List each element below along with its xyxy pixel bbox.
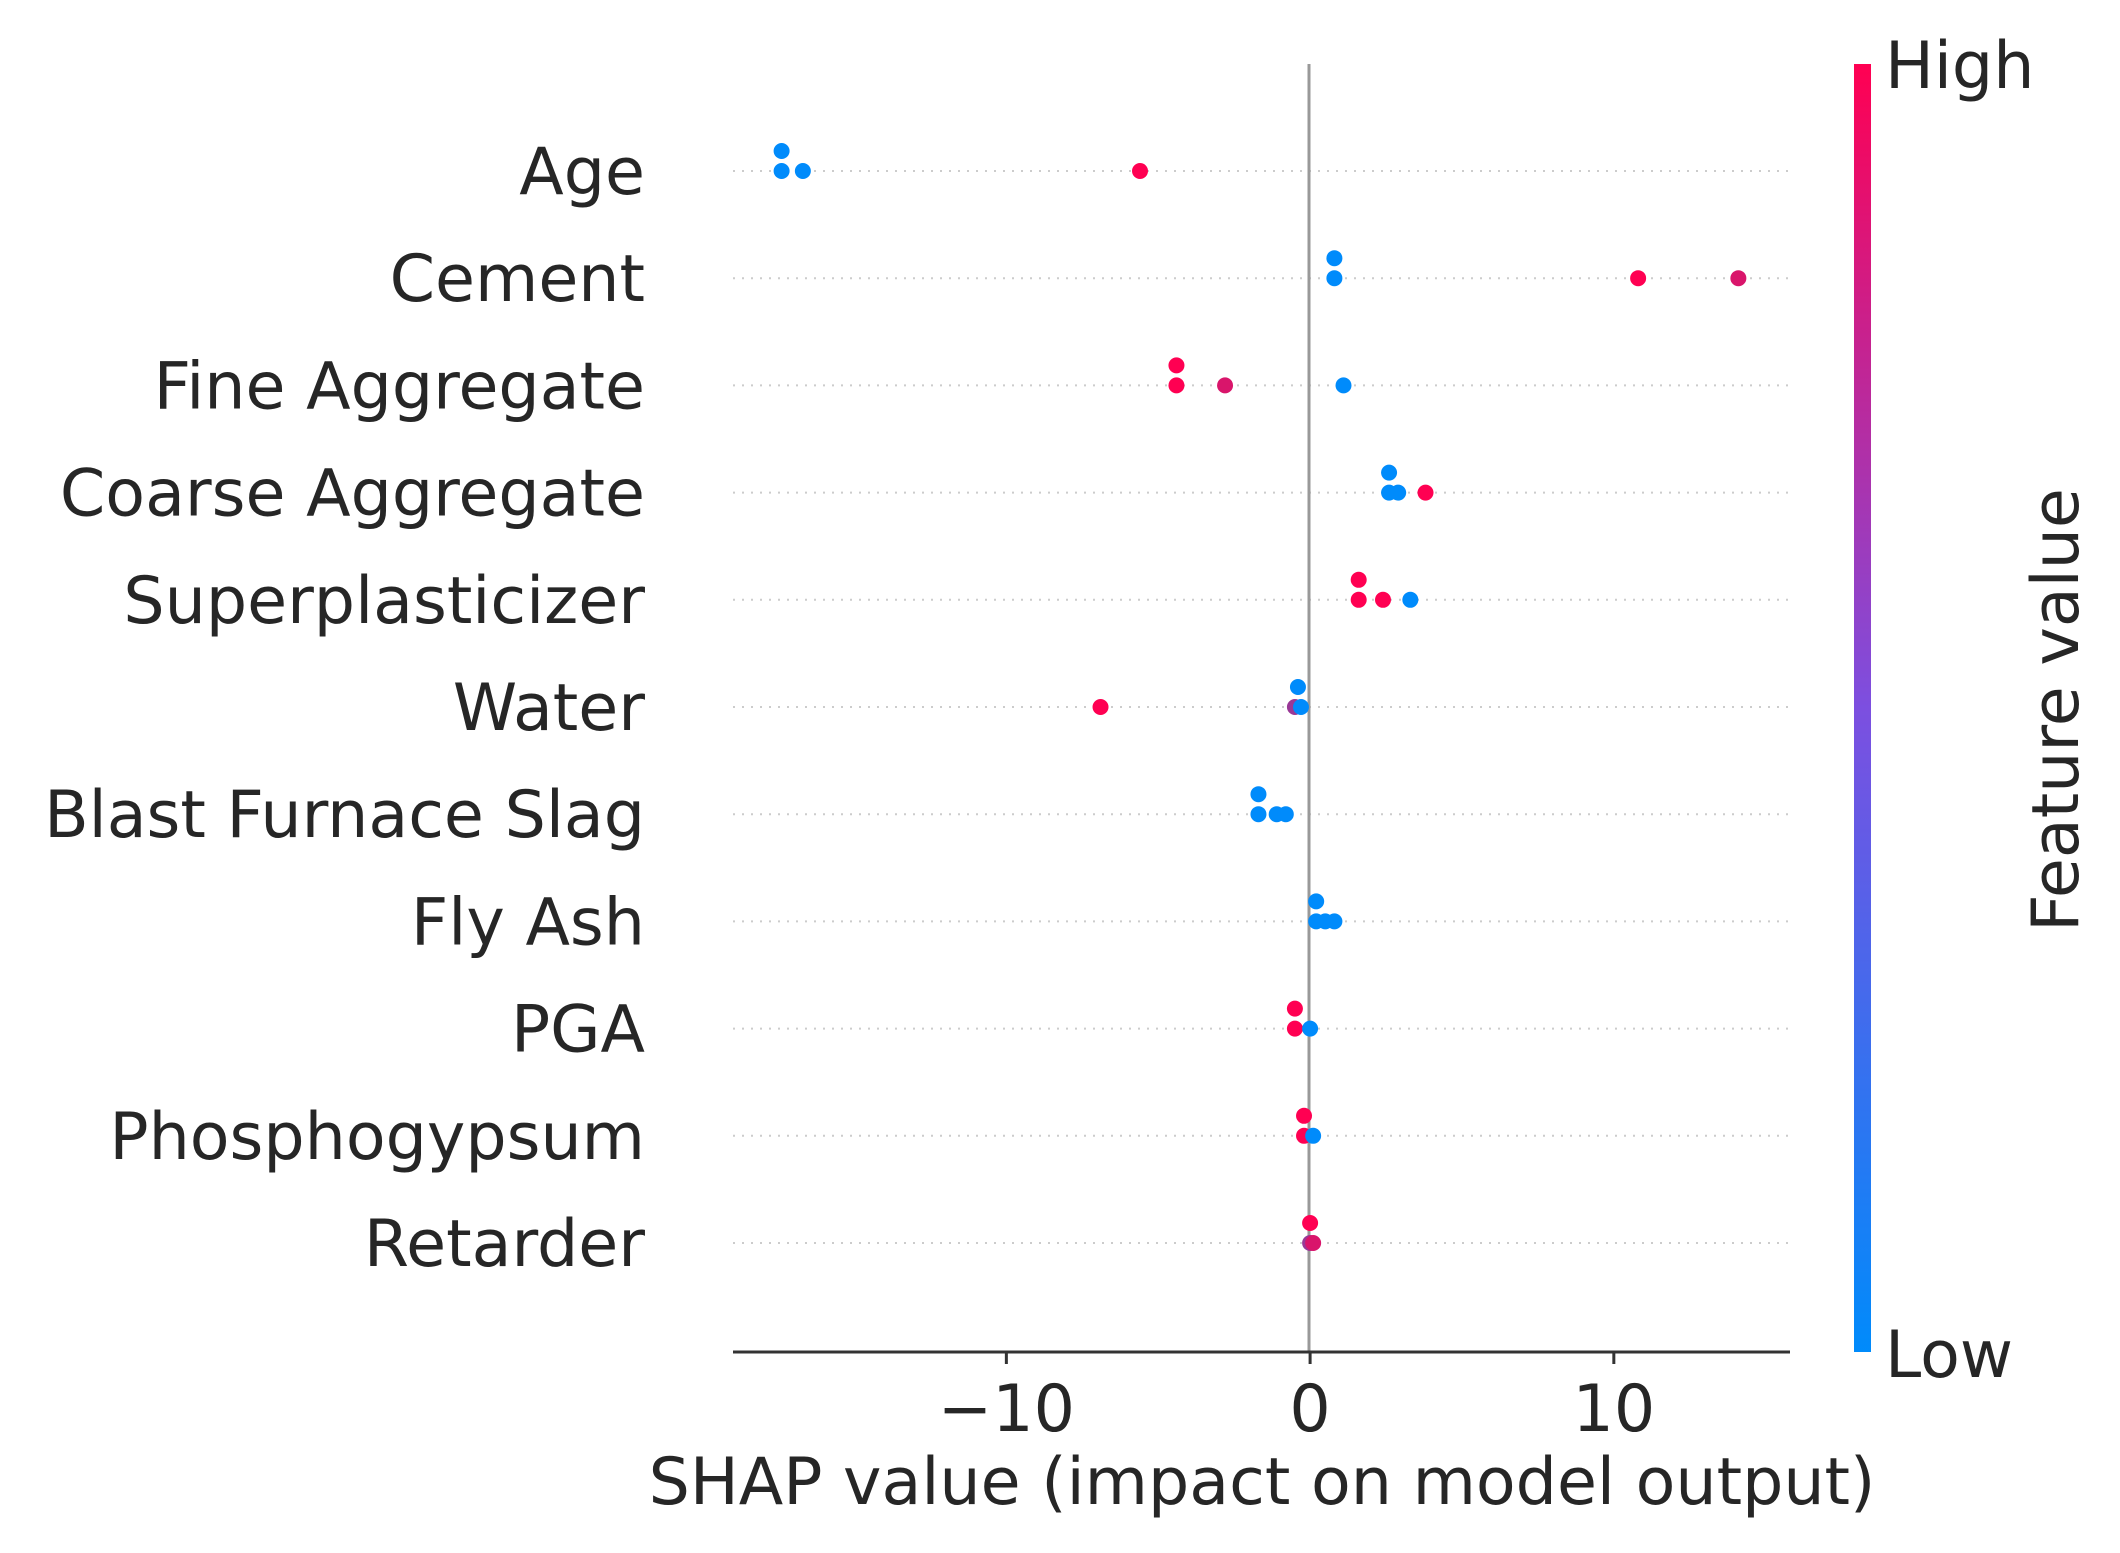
shap-point-phosphogypsum-3 bbox=[1305, 1127, 1322, 1144]
shap-point-blast-furnace-slag-1 bbox=[1250, 786, 1267, 803]
feature-label-superplasticizer: Superplasticizer bbox=[123, 564, 645, 639]
feature-label-coarse-aggregate: Coarse Aggregate bbox=[60, 457, 645, 532]
shap-point-cement-1 bbox=[1326, 250, 1343, 267]
colorbar bbox=[1854, 64, 1871, 1352]
feature-label-retarder: Retarder bbox=[364, 1207, 645, 1282]
shap-point-age-3 bbox=[794, 163, 811, 179]
shap-point-blast-furnace-slag-4 bbox=[1277, 806, 1294, 823]
shap-point-age-1 bbox=[773, 143, 790, 159]
shap-point-superplasticizer-4 bbox=[1402, 591, 1419, 608]
shap-point-coarse-aggregate-3 bbox=[1390, 484, 1407, 501]
shap-point-fine-aggregate-4 bbox=[1335, 377, 1352, 394]
shap-point-cement-3 bbox=[1630, 270, 1647, 287]
x-axis-ticks: −10 0 10 bbox=[938, 1352, 1655, 1447]
shap-point-cement-2 bbox=[1326, 270, 1343, 287]
colorbar-high-label: High bbox=[1885, 29, 2034, 104]
shap-point-retarder-1 bbox=[1302, 1215, 1319, 1231]
shap-point-coarse-aggregate-1 bbox=[1381, 464, 1398, 481]
shap-point-pga-1 bbox=[1286, 1000, 1303, 1017]
feature-label-age: Age bbox=[519, 135, 645, 210]
shap-point-age-2 bbox=[773, 163, 790, 179]
shap-point-fly-ash-1 bbox=[1308, 893, 1325, 910]
feature-label-cement: Cement bbox=[390, 242, 645, 317]
feature-labels: Age Cement Fine Aggregate Coarse Aggregate S… bbox=[44, 135, 645, 1282]
shap-point-water-4 bbox=[1292, 699, 1309, 715]
feature-label-blast-furnace-slag: Blast Furnace Slag bbox=[44, 778, 645, 853]
feature-row-guides bbox=[733, 170, 1790, 1244]
feature-label-fly-ash: Fly Ash bbox=[411, 885, 645, 960]
shap-point-coarse-aggregate-4 bbox=[1417, 484, 1434, 501]
shap-point-superplasticizer-1 bbox=[1350, 571, 1367, 588]
colorbar-low-label: Low bbox=[1885, 1318, 2013, 1393]
x-tick-label: 10 bbox=[1572, 1372, 1655, 1447]
shap-point-superplasticizer-3 bbox=[1374, 591, 1391, 608]
shap-points bbox=[773, 143, 1747, 1251]
shap-point-phosphogypsum-1 bbox=[1296, 1107, 1313, 1124]
feature-label-phosphogypsum: Phosphogypsum bbox=[109, 1100, 645, 1175]
shap-point-fine-aggregate-2 bbox=[1168, 377, 1185, 394]
x-tick-label: −10 bbox=[938, 1372, 1075, 1447]
shap-point-superplasticizer-2 bbox=[1350, 591, 1367, 608]
shap-point-blast-furnace-slag-2 bbox=[1250, 806, 1267, 823]
shap-point-age-4 bbox=[1132, 163, 1149, 179]
shap-point-fly-ash-4 bbox=[1326, 913, 1343, 930]
feature-label-water: Water bbox=[453, 671, 645, 746]
shap-point-pga-2 bbox=[1286, 1020, 1303, 1037]
shap-point-water-1 bbox=[1092, 699, 1109, 715]
shap-point-pga-3 bbox=[1302, 1020, 1319, 1037]
x-tick-label: 0 bbox=[1289, 1372, 1330, 1447]
shap-point-fine-aggregate-3 bbox=[1217, 377, 1234, 394]
feature-label-pga: PGA bbox=[511, 993, 645, 1068]
feature-label-fine-aggregate: Fine Aggregate bbox=[154, 349, 645, 424]
shap-point-fine-aggregate-1 bbox=[1168, 357, 1185, 374]
shap-point-cement-4 bbox=[1730, 270, 1747, 287]
x-axis-title: SHAP value (impact on model output) bbox=[649, 1445, 1876, 1520]
shap-point-water-2 bbox=[1289, 679, 1306, 695]
colorbar-title: Feature value bbox=[2019, 488, 2094, 932]
shap-point-retarder-3 bbox=[1305, 1235, 1322, 1251]
